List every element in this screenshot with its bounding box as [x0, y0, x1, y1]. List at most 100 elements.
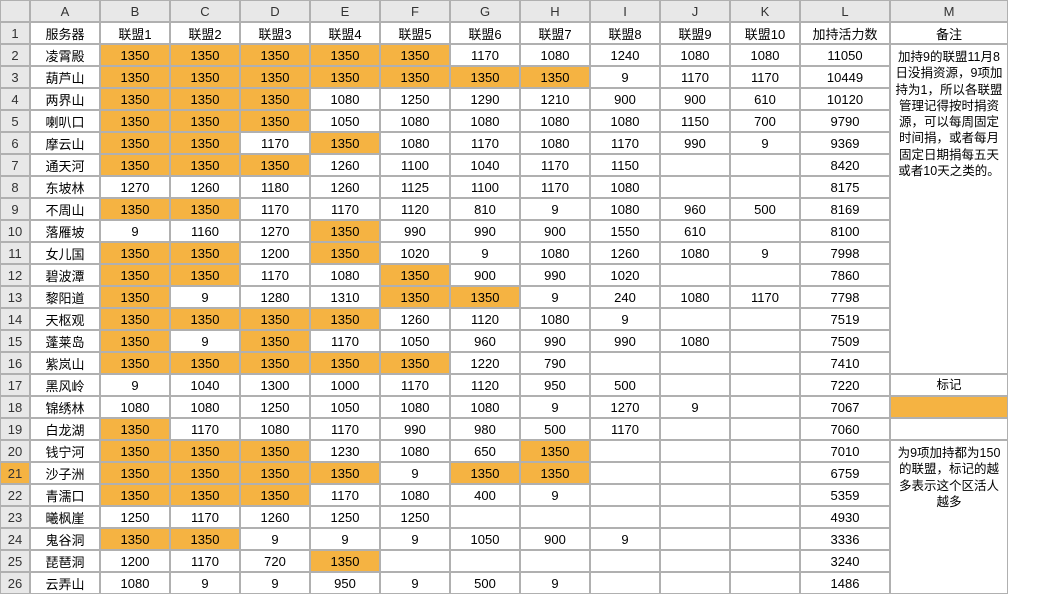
- cell-16-G[interactable]: 1220: [450, 352, 520, 374]
- cell-16-B[interactable]: 1350: [100, 352, 170, 374]
- col-header-F[interactable]: F: [380, 0, 450, 22]
- cell-26-H[interactable]: 9: [520, 572, 590, 594]
- cell-5-G[interactable]: 1080: [450, 110, 520, 132]
- cell-25-F[interactable]: [380, 550, 450, 572]
- cell-24-K[interactable]: [730, 528, 800, 550]
- cell-16-E[interactable]: 1350: [310, 352, 380, 374]
- cell-6-J[interactable]: 990: [660, 132, 730, 154]
- cell-9-D[interactable]: 1170: [240, 198, 310, 220]
- cell-3-C[interactable]: 1350: [170, 66, 240, 88]
- cell-2-C[interactable]: 1350: [170, 44, 240, 66]
- cell-19-D[interactable]: 1080: [240, 418, 310, 440]
- cell-26-I[interactable]: [590, 572, 660, 594]
- cell-15-A[interactable]: 蓬莱岛: [30, 330, 100, 352]
- cell-19-F[interactable]: 990: [380, 418, 450, 440]
- cell-3-H[interactable]: 1350: [520, 66, 590, 88]
- cell-4-C[interactable]: 1350: [170, 88, 240, 110]
- cell-10-A[interactable]: 落雁坡: [30, 220, 100, 242]
- cell-10-D[interactable]: 1270: [240, 220, 310, 242]
- cell-16-D[interactable]: 1350: [240, 352, 310, 374]
- row-header-18[interactable]: 18: [0, 396, 30, 418]
- cell-10-K[interactable]: [730, 220, 800, 242]
- cell-8-F[interactable]: 1125: [380, 176, 450, 198]
- cell-22-B[interactable]: 1350: [100, 484, 170, 506]
- cell-12-B[interactable]: 1350: [100, 264, 170, 286]
- cell-17-F[interactable]: 1170: [380, 374, 450, 396]
- cell-14-K[interactable]: [730, 308, 800, 330]
- cell-24-G[interactable]: 1050: [450, 528, 520, 550]
- col-header-C[interactable]: C: [170, 0, 240, 22]
- cell-9-L[interactable]: 8169: [800, 198, 890, 220]
- cell-10-I[interactable]: 1550: [590, 220, 660, 242]
- cell-18-C[interactable]: 1080: [170, 396, 240, 418]
- cell-13-E[interactable]: 1310: [310, 286, 380, 308]
- cell-16-L[interactable]: 7410: [800, 352, 890, 374]
- col-header-L[interactable]: L: [800, 0, 890, 22]
- cell-21-H[interactable]: 1350: [520, 462, 590, 484]
- cell-14-J[interactable]: [660, 308, 730, 330]
- header-cell-9[interactable]: 联盟9: [660, 22, 730, 44]
- cell-19-K[interactable]: [730, 418, 800, 440]
- cell-11-D[interactable]: 1200: [240, 242, 310, 264]
- cell-6-D[interactable]: 1170: [240, 132, 310, 154]
- header-cell-2[interactable]: 联盟2: [170, 22, 240, 44]
- cell-2-D[interactable]: 1350: [240, 44, 310, 66]
- row-header-7[interactable]: 7: [0, 154, 30, 176]
- cell-8-G[interactable]: 1100: [450, 176, 520, 198]
- header-cell-6[interactable]: 联盟6: [450, 22, 520, 44]
- cell-5-J[interactable]: 1150: [660, 110, 730, 132]
- cell-26-J[interactable]: [660, 572, 730, 594]
- cell-9-B[interactable]: 1350: [100, 198, 170, 220]
- row-header-5[interactable]: 5: [0, 110, 30, 132]
- cell-15-B[interactable]: 1350: [100, 330, 170, 352]
- cell-18-K[interactable]: [730, 396, 800, 418]
- col-header-B[interactable]: B: [100, 0, 170, 22]
- col-header-G[interactable]: G: [450, 0, 520, 22]
- cell-20-H[interactable]: 1350: [520, 440, 590, 462]
- cell-19-H[interactable]: 500: [520, 418, 590, 440]
- cell-21-C[interactable]: 1350: [170, 462, 240, 484]
- cell-14-H[interactable]: 1080: [520, 308, 590, 330]
- cell-7-F[interactable]: 1100: [380, 154, 450, 176]
- header-cell-0[interactable]: 服务器: [30, 22, 100, 44]
- cell-5-C[interactable]: 1350: [170, 110, 240, 132]
- cell-11-A[interactable]: 女儿国: [30, 242, 100, 264]
- cell-19-A[interactable]: 白龙湖: [30, 418, 100, 440]
- cell-26-A[interactable]: 云弄山: [30, 572, 100, 594]
- row-header-19[interactable]: 19: [0, 418, 30, 440]
- cell-23-E[interactable]: 1250: [310, 506, 380, 528]
- header-cell-8[interactable]: 联盟8: [590, 22, 660, 44]
- cell-6-A[interactable]: 摩云山: [30, 132, 100, 154]
- cell-18-E[interactable]: 1050: [310, 396, 380, 418]
- cell-6-H[interactable]: 1080: [520, 132, 590, 154]
- cell-2-I[interactable]: 1240: [590, 44, 660, 66]
- cell-12-D[interactable]: 1170: [240, 264, 310, 286]
- cell-5-F[interactable]: 1080: [380, 110, 450, 132]
- cell-3-B[interactable]: 1350: [100, 66, 170, 88]
- cell-11-L[interactable]: 7998: [800, 242, 890, 264]
- row-header-21[interactable]: 21: [0, 462, 30, 484]
- cell-19-E[interactable]: 1170: [310, 418, 380, 440]
- cell-24-J[interactable]: [660, 528, 730, 550]
- cell-19-J[interactable]: [660, 418, 730, 440]
- cell-21-E[interactable]: 1350: [310, 462, 380, 484]
- cell-4-A[interactable]: 两界山: [30, 88, 100, 110]
- cell-11-H[interactable]: 1080: [520, 242, 590, 264]
- cell-8-B[interactable]: 1270: [100, 176, 170, 198]
- cell-7-G[interactable]: 1040: [450, 154, 520, 176]
- cell-2-F[interactable]: 1350: [380, 44, 450, 66]
- cell-7-J[interactable]: [660, 154, 730, 176]
- cell-23-C[interactable]: 1170: [170, 506, 240, 528]
- cell-5-B[interactable]: 1350: [100, 110, 170, 132]
- note-cell-20[interactable]: 为9项加持都为150的联盟，标记的越多表示这个区活人越多: [890, 440, 1008, 594]
- cell-26-K[interactable]: [730, 572, 800, 594]
- note-cell-18[interactable]: [890, 396, 1008, 418]
- cell-2-A[interactable]: 凌霄殿: [30, 44, 100, 66]
- cell-3-D[interactable]: 1350: [240, 66, 310, 88]
- cell-2-G[interactable]: 1170: [450, 44, 520, 66]
- header-cell-11[interactable]: 加持活力数: [800, 22, 890, 44]
- header-cell-7[interactable]: 联盟7: [520, 22, 590, 44]
- cell-26-L[interactable]: 1486: [800, 572, 890, 594]
- cell-4-D[interactable]: 1350: [240, 88, 310, 110]
- cell-22-F[interactable]: 1080: [380, 484, 450, 506]
